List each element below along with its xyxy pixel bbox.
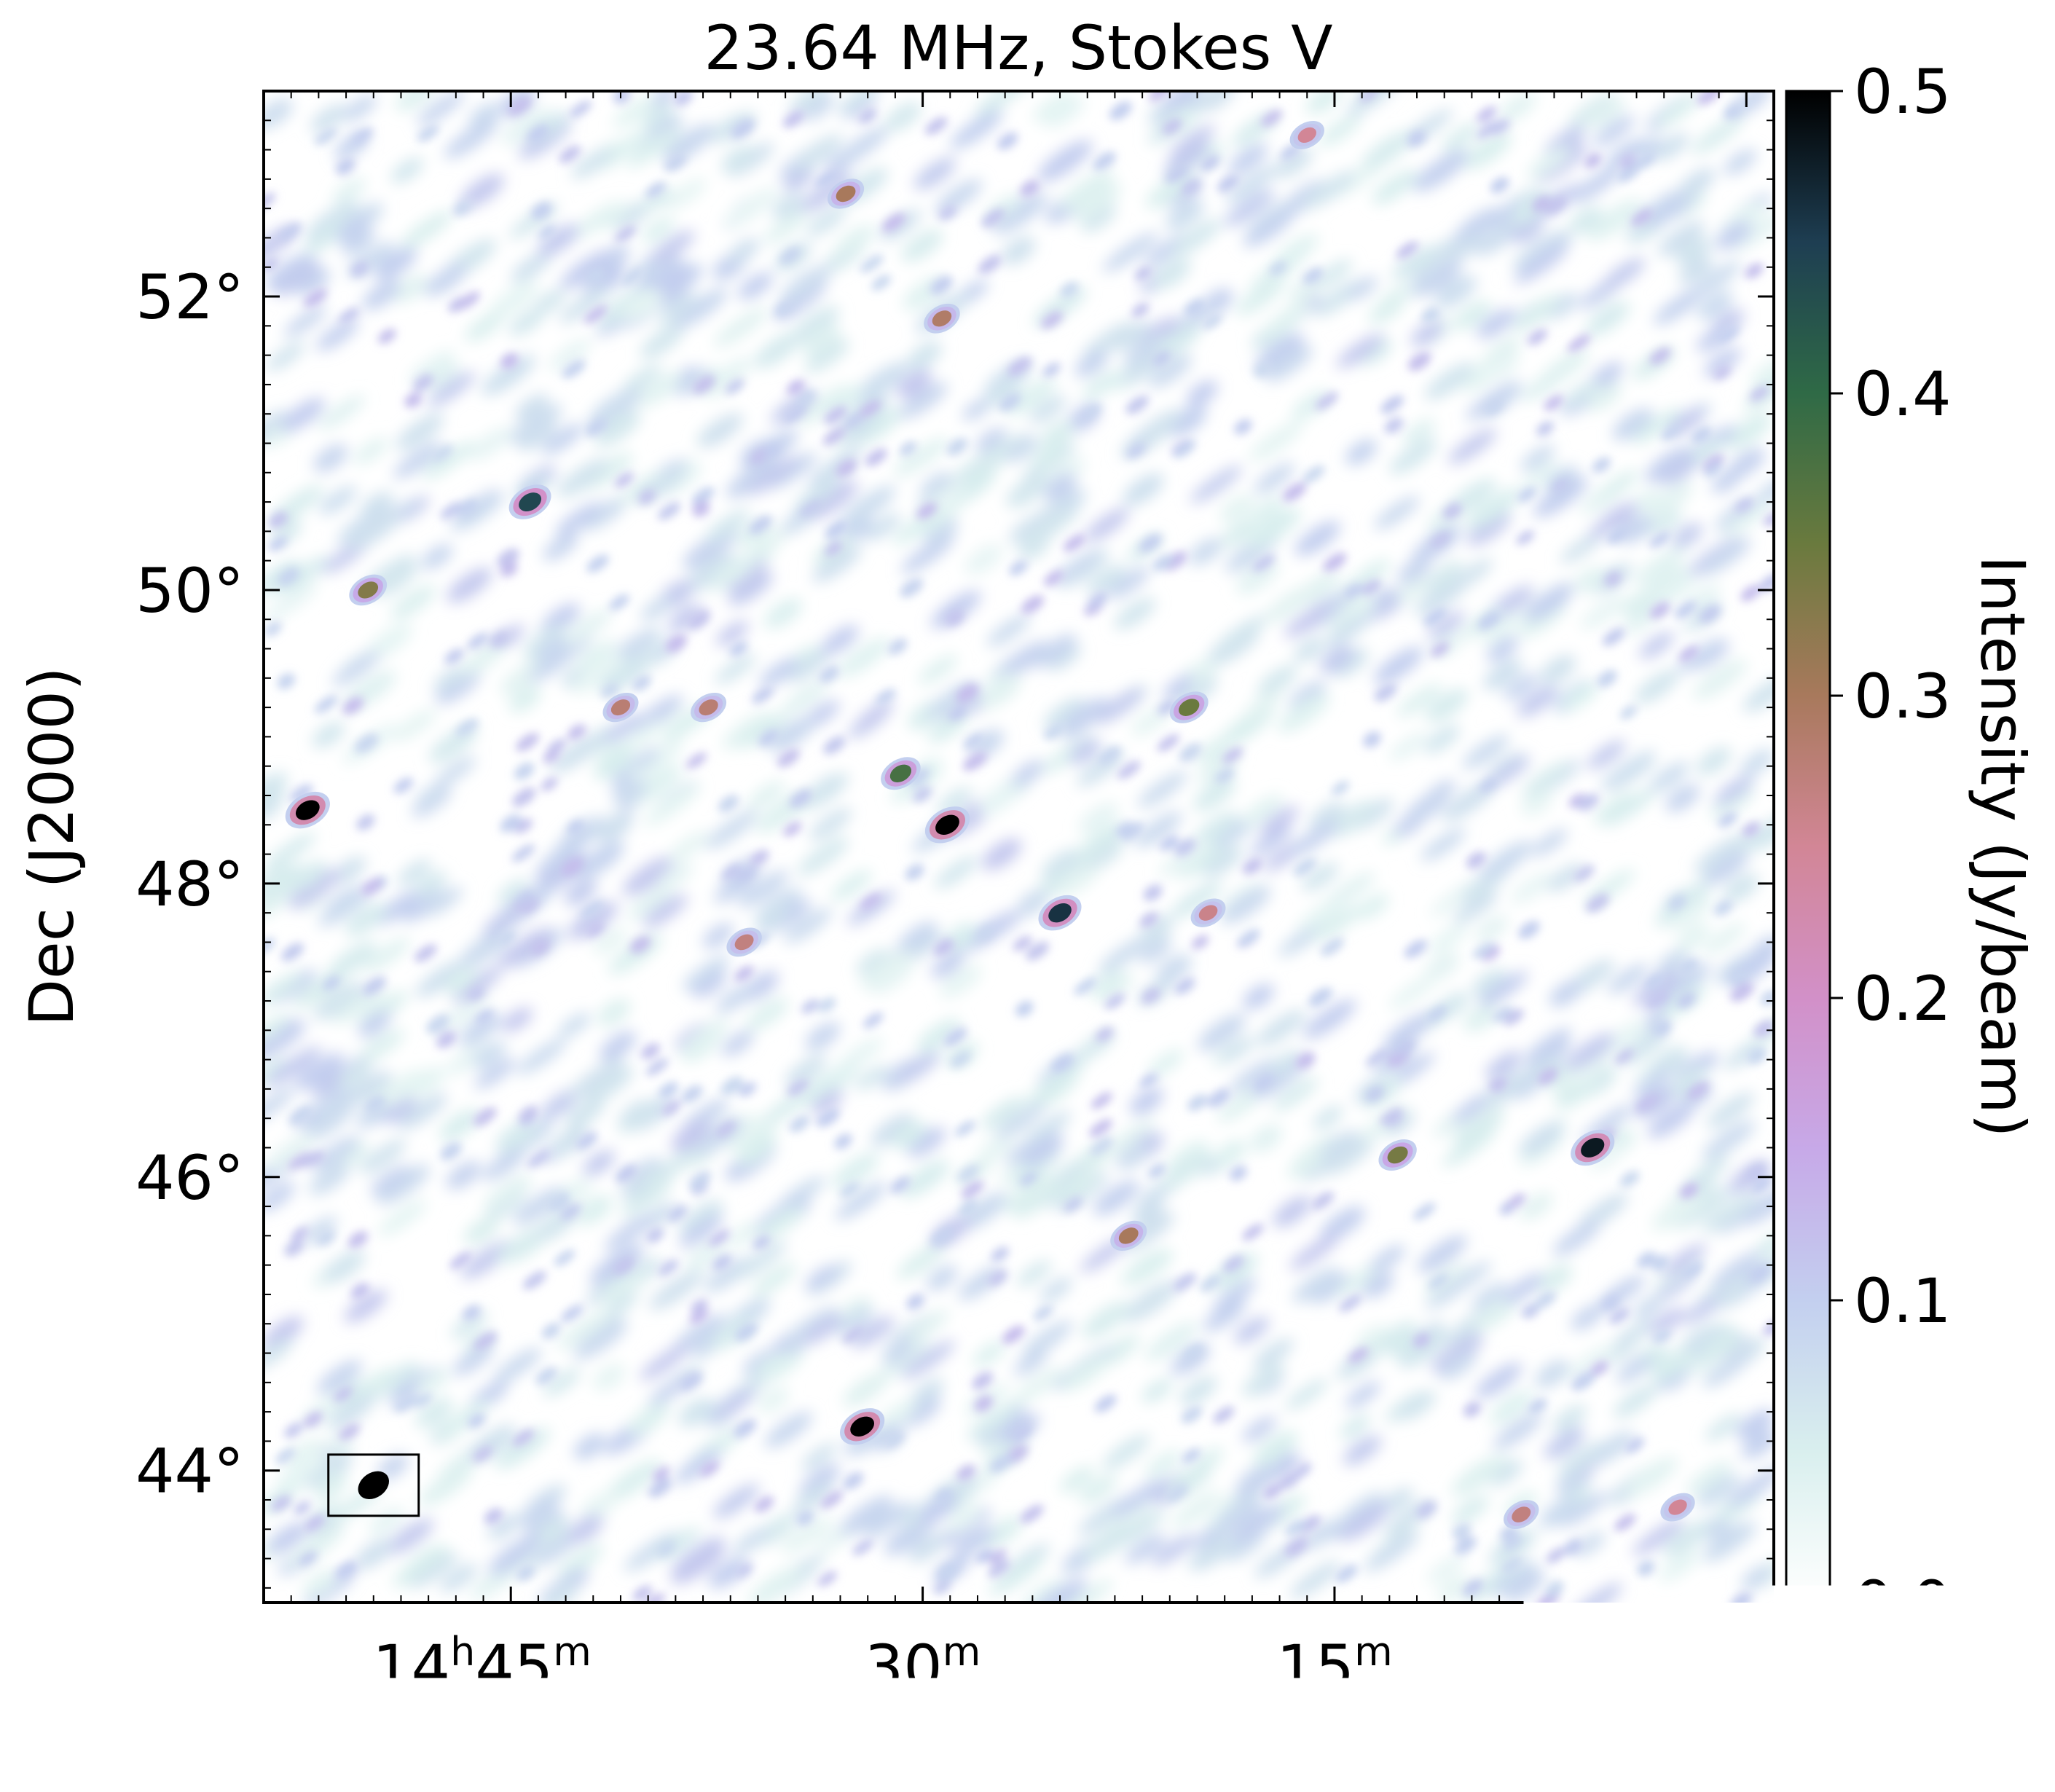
- dec-tick-label: 50°: [135, 555, 244, 626]
- ra-tick-label: 30m: [865, 1629, 981, 1703]
- colorbar-tick-label: 0.5: [1854, 56, 1952, 127]
- sky-map-figure: 14h45m 30m 15m 00m 44° 46° 48° 50° 52° 23.64 MHz…: [0, 0, 2055, 1792]
- dec-tick-label: 46°: [135, 1142, 244, 1214]
- dec-tick-label: 52°: [135, 262, 244, 333]
- dec-tick-label: 48°: [135, 849, 244, 920]
- colorbar-ticks: 0.0 0.1 0.2 0.3 0.4 0.5: [1830, 56, 1952, 1639]
- ra-tick-label: 00m: [1689, 1629, 1805, 1703]
- x-axis-label: RA (J2000): [857, 1726, 1179, 1792]
- colorbar-label: Intensity (Jy/beam): [1967, 556, 2038, 1138]
- chart-title: 23.64 MHz, Stokes V: [704, 12, 1332, 84]
- colorbar-tick-label: 0.1: [1854, 1265, 1952, 1337]
- colorbar-tick-label: 0.0: [1854, 1568, 1952, 1639]
- y-axis-label: Dec (J2000): [16, 667, 87, 1026]
- colorbar-tick-label: 0.4: [1854, 358, 1952, 430]
- dec-tick-label: 44°: [135, 1436, 244, 1507]
- colorbar: [1786, 91, 1830, 1603]
- colorbar-tick-label: 0.2: [1854, 963, 1952, 1034]
- colorbar-tick-label: 0.3: [1854, 661, 1952, 732]
- ra-tick-label: 15m: [1276, 1629, 1393, 1703]
- ra-tick-label: 14h45m: [372, 1629, 592, 1703]
